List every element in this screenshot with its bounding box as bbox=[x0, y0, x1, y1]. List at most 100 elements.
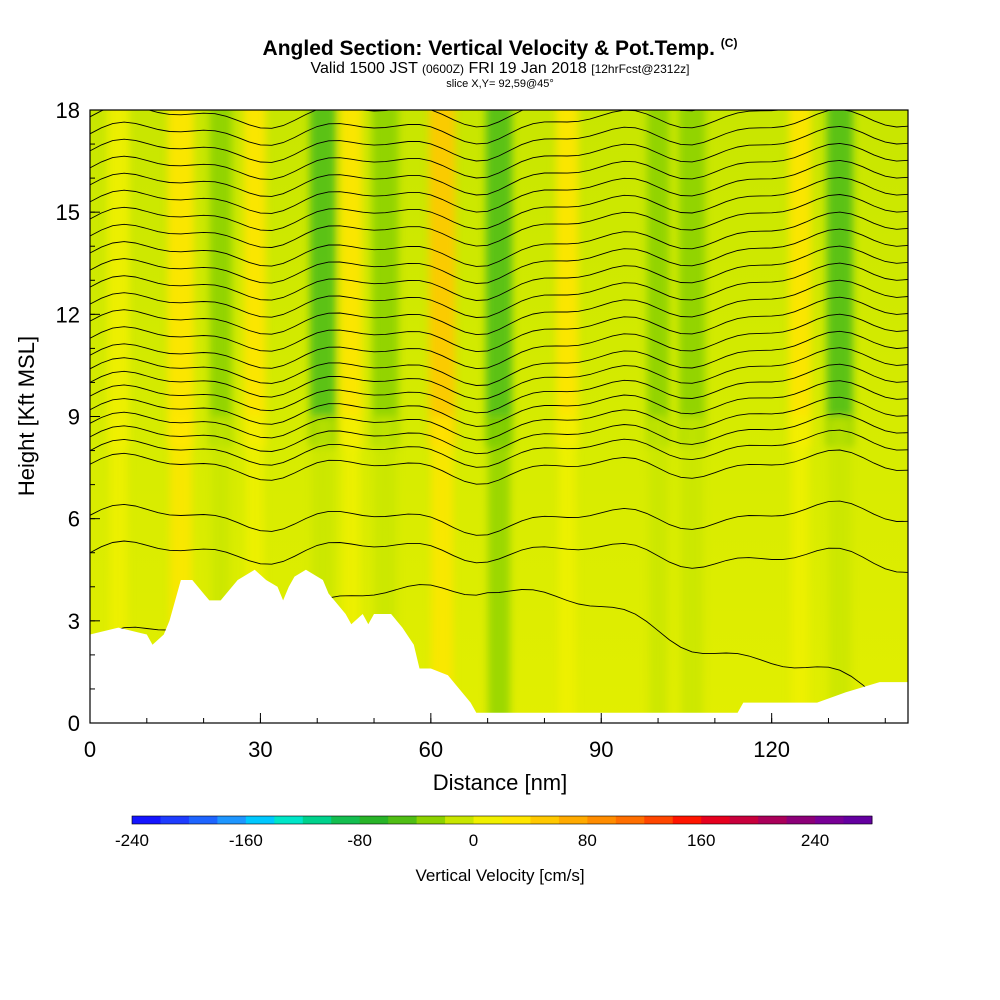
title-unit: (C) bbox=[720, 36, 738, 50]
subtitle-fcst: [12hrFcst@2312z] bbox=[591, 62, 690, 76]
velocity-column-upper bbox=[107, 110, 130, 448]
subtitle-valid: Valid 1500 JST bbox=[310, 60, 418, 77]
y-axis-label: Height [Kft MSL] bbox=[14, 336, 39, 496]
colorbar-swatch bbox=[132, 816, 161, 824]
isentrope-line bbox=[90, 110, 904, 146]
colorbar-swatch bbox=[188, 816, 218, 824]
velocity-column-upper bbox=[486, 110, 512, 448]
colorbar-swatch bbox=[217, 816, 247, 824]
colorbar-tick-label: 80 bbox=[578, 831, 597, 850]
chart-subtitle: Valid 1500 JST (0600Z) FRI 19 Jan 2018 [… bbox=[0, 60, 1000, 78]
colorbar-swatch bbox=[473, 816, 503, 824]
isentrope-line bbox=[90, 110, 908, 163]
velocity-column-upper bbox=[243, 110, 266, 448]
colorbar-tick-label: -160 bbox=[229, 831, 263, 850]
colorbar-swatch bbox=[502, 816, 531, 824]
velocity-column-upper bbox=[789, 110, 812, 448]
terrain bbox=[90, 569, 908, 723]
colorbar-swatch bbox=[388, 816, 418, 824]
isentrope-line bbox=[90, 110, 699, 129]
x-tick-label: 60 bbox=[419, 737, 443, 762]
isentrope-line bbox=[90, 245, 908, 301]
velocity-column-lower bbox=[681, 416, 704, 723]
plot-area bbox=[90, 110, 908, 723]
colorbar-swatch bbox=[815, 816, 845, 824]
subtitle-utc: (0600Z) bbox=[422, 62, 465, 76]
subtitle-date: FRI 19 Jan 2018 bbox=[468, 60, 587, 77]
colorbar-swatch bbox=[786, 816, 816, 824]
x-axis-label: Distance [nm] bbox=[433, 770, 568, 795]
isentrope-line bbox=[90, 500, 908, 536]
isentrope-line bbox=[90, 380, 908, 427]
isentropes bbox=[90, 110, 908, 713]
colorbar-label: Vertical Velocity [cm/s] bbox=[415, 866, 584, 885]
y-tick-label: 15 bbox=[56, 200, 80, 225]
velocity-column-upper bbox=[556, 110, 579, 448]
colorbar-swatch bbox=[302, 816, 332, 824]
colorbar-swatch bbox=[530, 816, 560, 824]
isentrope-line bbox=[90, 194, 908, 248]
colorbar-swatch bbox=[587, 816, 617, 824]
velocity-column-lower bbox=[488, 416, 510, 723]
isentrope-line bbox=[90, 177, 908, 231]
colorbar-swatch bbox=[160, 816, 190, 824]
x-tick-label: 90 bbox=[589, 737, 613, 762]
colorbar-swatch bbox=[644, 816, 674, 824]
y-tick-label: 9 bbox=[68, 405, 80, 430]
colorbar-swatch bbox=[416, 816, 446, 824]
colorbar-swatch bbox=[672, 816, 702, 824]
isentrope-line bbox=[90, 279, 908, 336]
y-tick-label: 12 bbox=[56, 302, 80, 327]
velocity-column-upper bbox=[429, 110, 456, 448]
isentrope-line bbox=[90, 396, 908, 441]
velocity-column-lower bbox=[558, 416, 577, 723]
velocity-column-lower bbox=[649, 416, 668, 723]
colorbar-tick-label: -240 bbox=[115, 831, 149, 850]
x-tick-label: 120 bbox=[753, 737, 790, 762]
isentrope-line bbox=[90, 296, 908, 353]
colorbar-swatch bbox=[758, 816, 788, 824]
colorbar-swatch bbox=[843, 816, 873, 824]
colorbar-frame bbox=[131, 815, 873, 825]
axes: 0 30 60 90 120 0 3 6 9 12 15 18 bbox=[56, 98, 886, 762]
isentrope-line bbox=[90, 363, 908, 414]
colorbar-tick-label: 240 bbox=[801, 831, 829, 850]
isentrope-line bbox=[90, 159, 908, 214]
isentrope-line bbox=[90, 449, 908, 485]
velocity-column-upper bbox=[372, 110, 399, 448]
velocity-column-lower bbox=[431, 416, 454, 723]
velocity-column-upper bbox=[679, 110, 706, 448]
colorbar-swatch bbox=[274, 816, 304, 824]
isentrope-line bbox=[90, 540, 908, 573]
isentrope-line bbox=[90, 125, 908, 180]
y-tick-label: 0 bbox=[68, 711, 80, 736]
colorbar-tick-label: 160 bbox=[687, 831, 715, 850]
isentrope-line bbox=[90, 330, 908, 386]
isentrope-line bbox=[90, 313, 908, 370]
x-tick-label: 0 bbox=[84, 737, 96, 762]
colorbar-swatch bbox=[701, 816, 731, 824]
velocity-column-lower bbox=[828, 416, 851, 723]
colorbar-swatch bbox=[615, 816, 645, 824]
colorbar-swatch bbox=[245, 816, 275, 824]
colorbar: -240 -160 -80 0 80 160 240 bbox=[115, 815, 873, 850]
colorbar-swatch bbox=[558, 816, 588, 824]
isentrope-line bbox=[90, 262, 908, 318]
colorbar-swatch bbox=[331, 816, 361, 824]
isentrope-line bbox=[90, 211, 908, 267]
isentrope-line bbox=[90, 413, 908, 455]
velocity-column-lower bbox=[791, 416, 810, 723]
isentrope-line bbox=[90, 142, 908, 197]
colorbar-swatch bbox=[359, 816, 389, 824]
colorbar-swatch bbox=[729, 816, 759, 824]
y-tick-label: 6 bbox=[68, 507, 80, 532]
colorbar-tick-label: 0 bbox=[469, 831, 478, 850]
isentrope-line bbox=[90, 429, 908, 468]
colorbar-swatch bbox=[445, 816, 475, 824]
y-tick-label: 18 bbox=[56, 98, 80, 123]
colorbar-tick-label: -80 bbox=[347, 831, 372, 850]
velocity-column-upper bbox=[647, 110, 670, 448]
slice-label: slice X,Y= 92,59@45° bbox=[446, 78, 554, 90]
